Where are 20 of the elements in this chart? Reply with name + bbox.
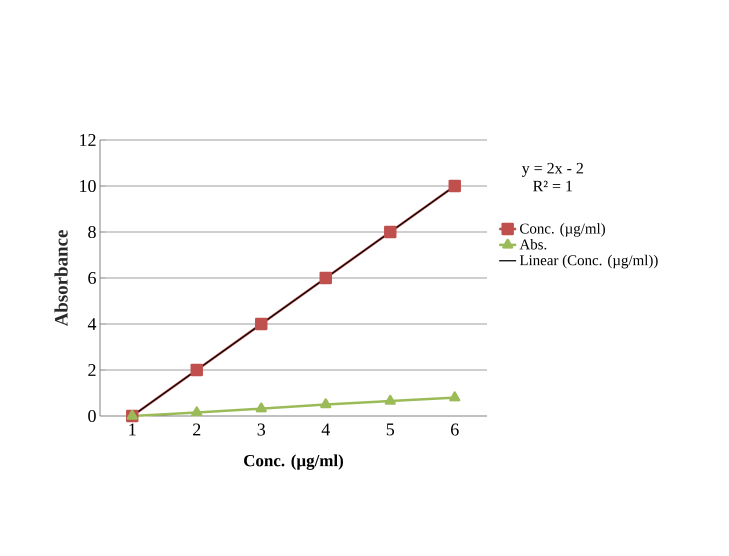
y-tick-label: 10 (80, 180, 96, 192)
legend-label: Linear (Conc. (µg/ml)) (520, 254, 658, 268)
text: R² = 1 (533, 180, 572, 192)
y-tick-label: 6 (88, 272, 96, 284)
x-axis-title: Conc. (µg/ml) (244, 454, 344, 470)
legend-label: Conc. (µg/ml) (520, 223, 605, 237)
x-tick-label: 5 (386, 424, 394, 436)
x-tick-label: 2 (193, 424, 200, 436)
y-tick-label: 12 (80, 134, 96, 146)
y-tick-label: 2 (88, 364, 96, 376)
y-tick-label: 4 (88, 318, 96, 330)
x-tick-label: 4 (322, 424, 330, 436)
y-tick-label: 8 (88, 226, 96, 238)
y-axis-title: Absorbance (54, 230, 68, 326)
x-tick-label: 1 (129, 424, 136, 436)
y-tick-label: 0 (88, 410, 96, 422)
text: y = 2x - 2 (522, 162, 583, 177)
x-tick-label: 6 (451, 424, 459, 436)
x-tick-label: 3 (258, 424, 266, 436)
legend-label: Abs. (520, 238, 546, 250)
